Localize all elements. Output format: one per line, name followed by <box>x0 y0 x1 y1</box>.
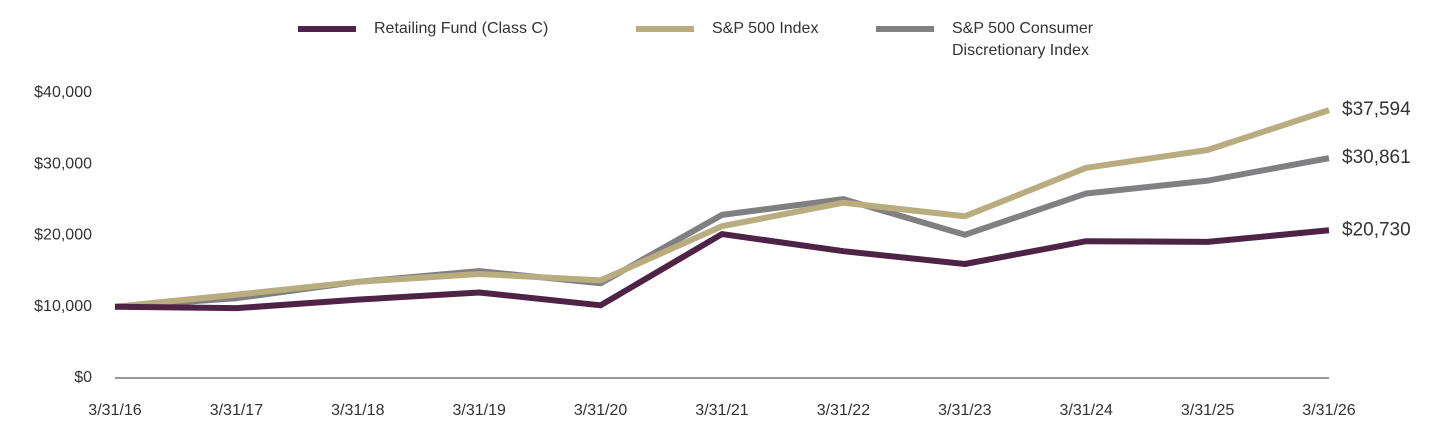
x-tick-label: 3/31/24 <box>1060 402 1113 419</box>
legend-swatch <box>636 26 694 32</box>
y-tick-label: $0 <box>74 369 92 386</box>
series-line <box>114 107 1330 310</box>
x-tick-label: 3/31/23 <box>938 402 991 419</box>
x-tick-label: 3/31/20 <box>574 402 627 419</box>
x-tick-label: 3/31/26 <box>1302 402 1355 419</box>
x-tick-label: 3/31/16 <box>88 402 141 419</box>
legend-item: S&P 500 Index <box>636 18 836 40</box>
value-label: $30,861 <box>1342 147 1411 168</box>
y-tick-label: $40,000 <box>34 84 92 101</box>
legend-swatch <box>876 26 934 32</box>
legend-item: Retailing Fund (Class C) <box>298 18 598 40</box>
y-tick-label: $10,000 <box>34 298 92 315</box>
x-tick-label: 3/31/22 <box>817 402 870 419</box>
legend-label: S&P 500 Index <box>712 20 819 37</box>
y-tick-label: $30,000 <box>34 155 92 172</box>
x-tick-label: 3/31/18 <box>331 402 384 419</box>
value-label: $37,594 <box>1342 99 1411 120</box>
x-tick-label: 3/31/19 <box>453 402 506 419</box>
legend-item: S&P 500 Consumer Discretionary Index <box>876 18 1146 62</box>
legend-label: S&P 500 Consumer Discretionary Index <box>952 20 1094 59</box>
x-tick-label: 3/31/17 <box>210 402 263 419</box>
x-tick-label: 3/31/25 <box>1181 402 1234 419</box>
x-tick-label: 3/31/21 <box>695 402 748 419</box>
value-label: $20,730 <box>1342 219 1411 240</box>
legend-label: Retailing Fund (Class C) <box>374 20 549 37</box>
series-line <box>114 227 1330 312</box>
legend-swatch <box>298 26 356 32</box>
y-tick-label: $20,000 <box>34 227 92 244</box>
